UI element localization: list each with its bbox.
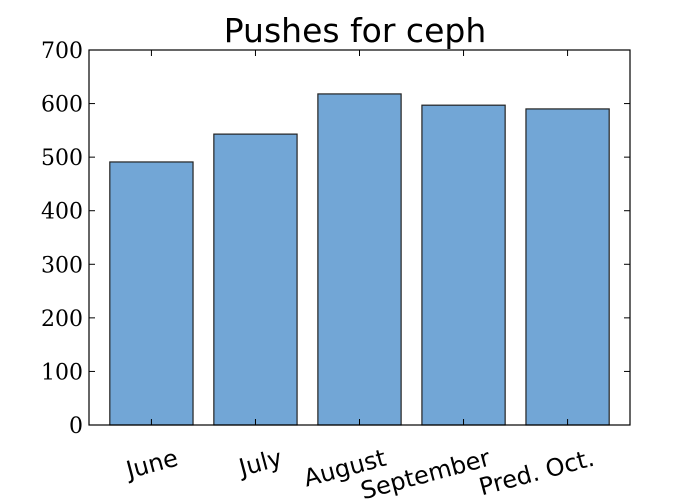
y-tick-label: 500 [41, 146, 83, 171]
y-tick-label: 300 [41, 253, 83, 278]
x-tick-label: July [234, 444, 285, 483]
y-tick-label: 0 [69, 414, 83, 439]
y-axis: 0 100 200 300 400 500 600 700 [41, 39, 630, 439]
x-tick-label: Pred. Oct. [476, 444, 597, 500]
bar-september [421, 104, 506, 426]
y-tick-label: 700 [41, 39, 83, 64]
y-tick-label: 200 [41, 307, 83, 332]
plot-frame [88, 49, 631, 426]
y-tick-label: 100 [41, 360, 83, 385]
bar-pred-oct [525, 108, 610, 426]
bar-june [109, 161, 194, 426]
chart-title: Pushes for ceph [224, 11, 487, 50]
bar-august [317, 93, 402, 426]
y-tick-label: 400 [41, 200, 83, 225]
x-tick-label: June [121, 444, 181, 485]
y-tick-label: 600 [41, 93, 83, 118]
bar-july [213, 133, 298, 426]
bars-group [109, 93, 610, 426]
